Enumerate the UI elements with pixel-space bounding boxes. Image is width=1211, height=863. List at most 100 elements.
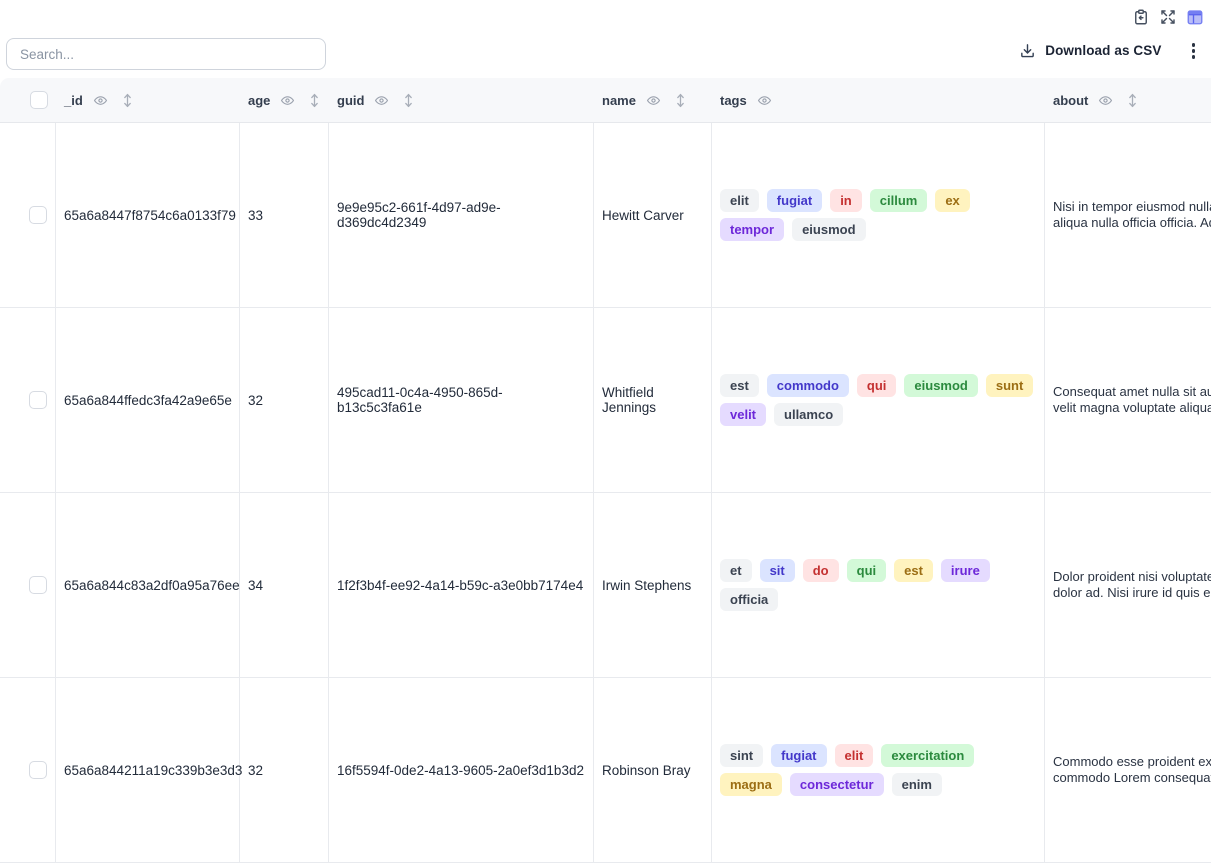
- tag-badge: magna: [720, 773, 782, 796]
- column-label: name: [602, 92, 636, 108]
- column-header-_id: _id: [56, 78, 240, 122]
- cell-age: 33: [240, 123, 329, 307]
- cell-value: 32: [248, 392, 264, 408]
- about-text-line: Dolor proident nisi voluptate: [1053, 569, 1211, 584]
- sort-column-icon[interactable]: [402, 92, 415, 109]
- column-label: guid: [337, 92, 365, 108]
- cell-value: 9e9e95c2-661f-4d97-ad9e-d369dc4d2349: [337, 200, 501, 230]
- tag-badge: commodo: [766, 374, 849, 397]
- tag-badge: ullamco: [774, 403, 844, 426]
- cell-guid: 495cad11-0c4a-4950-865d-b13c5c3fa61e: [329, 308, 594, 492]
- tag-badge: est: [894, 559, 933, 582]
- download-csv-label: Download as CSV: [1045, 43, 1162, 59]
- cell-value: Hewitt Carver: [602, 207, 684, 223]
- cell-age: 32: [240, 308, 329, 492]
- cell-value: 65a6a844ffedc3fa42a9e65e: [64, 392, 232, 408]
- grid-header-checkbox-cell: [0, 78, 56, 122]
- tag-badge: in: [830, 189, 862, 212]
- column-label: age: [248, 92, 271, 108]
- download-csv-button[interactable]: Download as CSV: [1019, 42, 1161, 59]
- table-actions: Download as CSV: [1019, 40, 1201, 62]
- cell-tags: est commodo qui eiusmod sunt velit ullamco: [712, 308, 1045, 492]
- sort-column-icon[interactable]: [121, 92, 134, 109]
- cell-about: Nisi in tempor eiusmod nulla aliqua nulla…: [1045, 123, 1211, 307]
- table-view-icon[interactable]: [1186, 8, 1204, 26]
- sort-column-icon[interactable]: [1126, 92, 1139, 109]
- grid-body: 65a6a8447f8754c6a0133f79 33 9e9e95c2-661f-…: [0, 123, 1211, 863]
- about-text-line: aliqua nulla officia officia. Ad: [1053, 215, 1211, 230]
- cell-guid: 9e9e95c2-661f-4d97-ad9e-d369dc4d2349: [329, 123, 594, 307]
- tag-badge: ex: [935, 189, 970, 212]
- cell-value: Irwin Stephens: [602, 577, 692, 593]
- cell-value: Whitfield Jennings: [602, 385, 657, 415]
- row-checkbox[interactable]: [29, 391, 47, 409]
- hide-column-eye-icon[interactable]: [280, 93, 295, 108]
- about-text-line: commodo Lorem consequat: [1053, 770, 1211, 785]
- about-text-line: Commodo esse proident ex: [1053, 754, 1211, 769]
- cell-name: Hewitt Carver: [594, 123, 712, 307]
- row-checkbox-cell: [0, 678, 56, 862]
- sort-column-icon[interactable]: [674, 92, 687, 109]
- row-checkbox-cell: [0, 123, 56, 307]
- cell-age: 34: [240, 493, 329, 677]
- cell-_id: 65a6a844211a19c339b3e3d3: [56, 678, 242, 862]
- about-text-line: Consequat amet nulla sit aute: [1053, 384, 1211, 399]
- cell-tags: sint fugiat elit exercitation magna consectet…: [712, 678, 1045, 862]
- row-checkbox-cell: [0, 493, 56, 677]
- cell-about: Commodo esse proident ex commodo Lorem co…: [1045, 678, 1211, 862]
- expand-icon[interactable]: [1159, 8, 1177, 26]
- row-checkbox[interactable]: [29, 576, 47, 594]
- tag-badge: fugiat: [766, 189, 823, 212]
- more-options-button[interactable]: [1186, 40, 1202, 62]
- tag-badge: sint: [720, 744, 764, 767]
- tag-badge: exercitation: [881, 744, 975, 767]
- hide-column-eye-icon[interactable]: [1098, 93, 1113, 108]
- about-text-line: dolor ad. Nisi irure id quis ea: [1053, 585, 1211, 600]
- tag-badge: qui: [846, 559, 887, 582]
- clipboard-import-icon[interactable]: [1132, 8, 1150, 26]
- cell-name: Whitfield Jennings: [594, 308, 712, 492]
- tag-badge: tempor: [720, 218, 785, 241]
- table-row: 65a6a844211a19c339b3e3d3 32 16f5594f-0de2-…: [0, 678, 1211, 863]
- row-checkbox[interactable]: [29, 761, 47, 779]
- tag-badge: officia: [720, 588, 779, 611]
- column-header-guid: guid: [329, 78, 594, 122]
- cell-value: 16f5594f-0de2-4a13-9605-2a0ef3d1b3d2: [337, 762, 584, 778]
- table-row: 65a6a844c83a2df0a95a76ee 34 1f2f3b4f-ee92-…: [0, 493, 1211, 678]
- cell-value: Robinson Bray: [602, 762, 691, 778]
- tag-badge: eiusmod: [792, 218, 866, 241]
- column-label: tags: [720, 92, 747, 108]
- hide-column-eye-icon[interactable]: [646, 93, 661, 108]
- cell-value: 1f2f3b4f-ee92-4a14-b59c-a3e0bb7174e4: [337, 577, 584, 593]
- cell-age: 32: [240, 678, 329, 862]
- table-row: 65a6a844ffedc3fa42a9e65e 32 495cad11-0c4a-…: [0, 308, 1211, 493]
- tag-badge: est: [720, 374, 759, 397]
- tag-badge: velit: [720, 403, 767, 426]
- grid-header-row: _id age guid name tags about: [0, 78, 1211, 123]
- cell-_id: 65a6a844c83a2df0a95a76ee: [56, 493, 240, 677]
- hide-column-eye-icon[interactable]: [374, 93, 389, 108]
- tag-badge: elit: [834, 744, 874, 767]
- select-all-checkbox[interactable]: [30, 91, 48, 109]
- tag-badge: irure: [940, 559, 990, 582]
- column-header-about: about: [1045, 78, 1211, 122]
- search-input[interactable]: [6, 38, 326, 70]
- cell-value: 65a6a844c83a2df0a95a76ee: [64, 577, 240, 593]
- cell-value: 33: [248, 207, 264, 223]
- download-icon: [1019, 42, 1036, 59]
- cell-_id: 65a6a8447f8754c6a0133f79: [56, 123, 240, 307]
- sort-column-icon[interactable]: [308, 92, 321, 109]
- hide-column-eye-icon[interactable]: [93, 93, 108, 108]
- tag-badge: sunt: [985, 374, 1034, 397]
- window-toolbar: [1132, 8, 1204, 26]
- hide-column-eye-icon[interactable]: [757, 93, 772, 108]
- row-checkbox-cell: [0, 308, 56, 492]
- cell-tags: elit fugiat in cillum ex tempor eiusmod: [712, 123, 1045, 307]
- row-checkbox[interactable]: [29, 206, 47, 224]
- column-header-tags: tags: [712, 78, 1045, 122]
- cell-value: 495cad11-0c4a-4950-865d-b13c5c3fa61e: [337, 385, 503, 415]
- tag-badge: fugiat: [771, 744, 827, 767]
- tag-badge: do: [802, 559, 839, 582]
- cell-about: Consequat amet nulla sit aute velit magna…: [1045, 308, 1211, 492]
- tag-badge: qui: [856, 374, 897, 397]
